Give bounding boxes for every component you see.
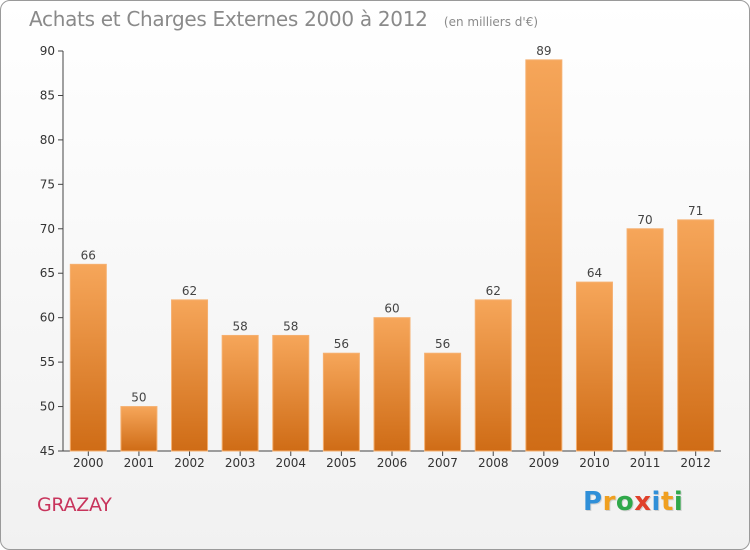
brand-letter: t [660, 487, 674, 517]
bar [626, 228, 664, 452]
chart-subtitle: (en milliers d'€) [443, 15, 539, 29]
bar [424, 352, 462, 452]
data-label: 66 [81, 248, 96, 262]
brand-letter: x [634, 487, 652, 517]
y-tick-label: 70 [40, 222, 55, 236]
bar [474, 299, 512, 452]
brand-letter: o [615, 487, 635, 517]
bar [69, 263, 107, 452]
y-tick-label: 80 [40, 133, 55, 147]
x-tick-label: 2003 [225, 456, 256, 470]
y-tick-label: 65 [40, 266, 55, 280]
commune-name: GRAZAY [37, 494, 112, 516]
bar [272, 334, 310, 452]
data-label: 56 [435, 337, 450, 351]
data-label: 64 [587, 266, 602, 280]
data-label: 71 [688, 204, 703, 218]
x-tick-label: 2004 [275, 456, 306, 470]
data-label: 58 [283, 319, 298, 333]
x-tick-label: 2011 [630, 456, 661, 470]
y-tick-label: 55 [40, 355, 55, 369]
data-labels: 66 50 62 58 58 56 60 56 62 89 64 70 71 [81, 44, 704, 405]
bar [575, 281, 613, 452]
data-label: 50 [131, 391, 146, 405]
x-tick-label: 2005 [326, 456, 357, 470]
y-tick-label: 85 [40, 88, 55, 102]
x-tick-label: 2000 [73, 456, 104, 470]
x-tick-label: 2007 [427, 456, 458, 470]
proxiti-logo: Proxiti [583, 487, 683, 517]
y-tick-label: 50 [40, 400, 55, 414]
bar [322, 352, 360, 452]
data-label: 62 [182, 284, 197, 298]
chart-title-text: Achats et Charges Externes 2000 à 2012 [29, 7, 428, 31]
bar [221, 334, 259, 452]
x-tick-label: 2008 [478, 456, 509, 470]
data-label: 56 [334, 337, 349, 351]
brand-letter: r [602, 487, 616, 517]
x-tick-label: 2002 [174, 456, 205, 470]
chart-title: Achats et Charges Externes 2000 à 2012 (… [29, 7, 538, 31]
bar [120, 406, 158, 452]
data-label: 62 [486, 284, 501, 298]
y-tick-label: 45 [40, 444, 55, 458]
brand-letter: i [651, 487, 661, 517]
y-tick-label: 75 [40, 177, 55, 191]
data-label: 70 [637, 213, 652, 227]
y-tick-label: 60 [40, 311, 55, 325]
bar [373, 317, 411, 452]
data-label: 58 [233, 319, 248, 333]
x-tick-label: 2006 [377, 456, 408, 470]
y-tick-label: 90 [40, 44, 55, 58]
x-tick-label: 2009 [529, 456, 560, 470]
data-label: 89 [536, 44, 551, 58]
data-label: 60 [384, 302, 399, 316]
axes: 45 50 55 60 65 70 75 80 85 90 2000 2001 2002 2003 2004… [40, 44, 721, 470]
bar [677, 219, 715, 452]
x-tick-label: 2001 [124, 456, 155, 470]
brand-letter: P [583, 487, 603, 517]
x-tick-label: 2012 [680, 456, 711, 470]
bar [171, 299, 209, 452]
brand-letter: i [673, 487, 684, 517]
bar [525, 59, 563, 452]
x-tick-label: 2010 [579, 456, 610, 470]
bars [69, 59, 715, 452]
